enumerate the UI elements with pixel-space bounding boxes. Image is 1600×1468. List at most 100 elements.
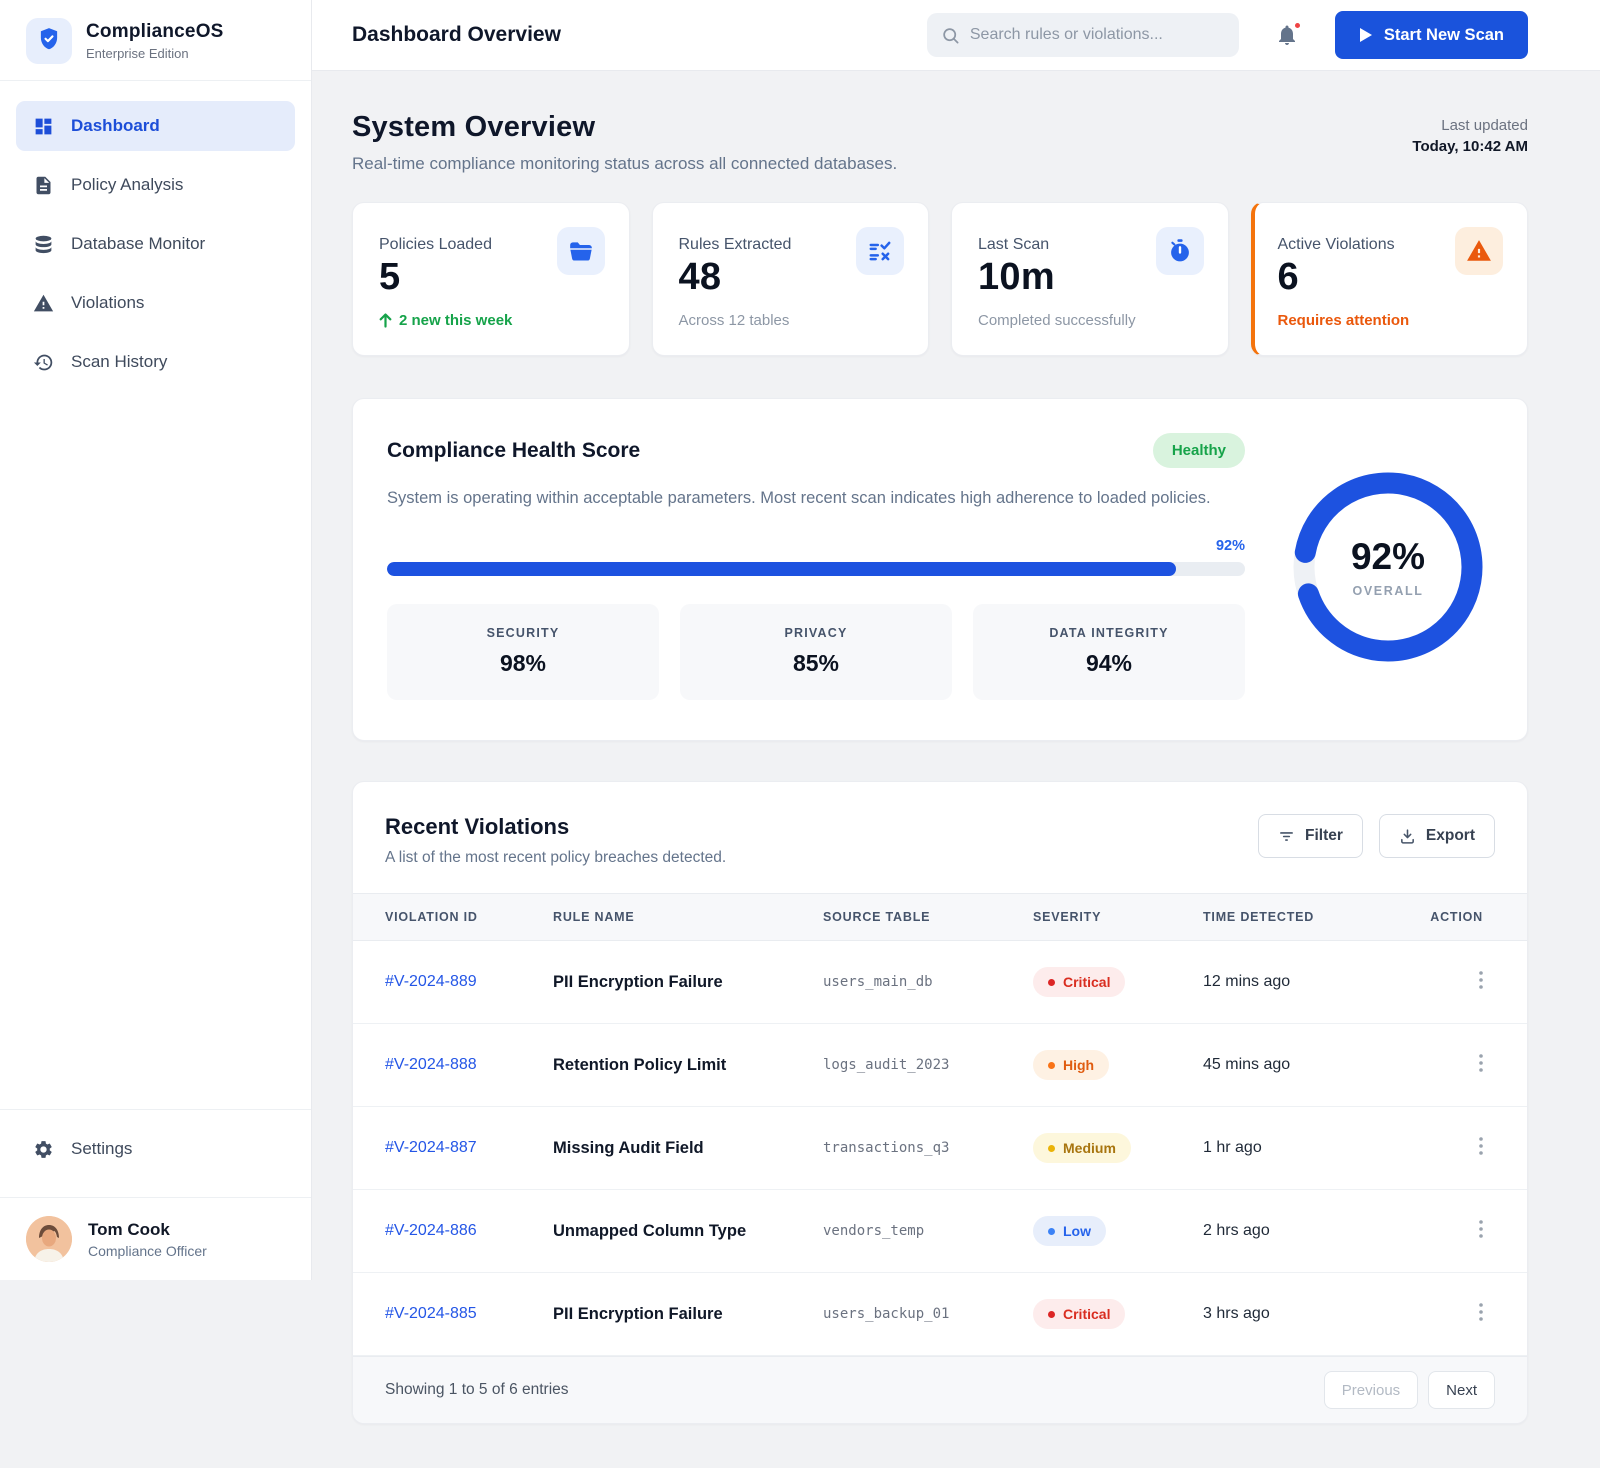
row-menu-kebab-icon[interactable] [1479,1053,1483,1072]
export-label: Export [1425,827,1475,844]
previous-page-button[interactable]: Previous [1323,1371,1419,1409]
user-name: Tom Cook [88,1219,170,1239]
search-box[interactable] [926,13,1239,58]
arrow-up-icon [379,313,392,329]
stat-card-main: Active Violations 6 [1278,227,1395,299]
table-row[interactable]: #V-2024-887 Missing Audit Field transact… [353,1106,1527,1190]
row-menu-kebab-icon[interactable] [1479,1219,1483,1238]
stat-subtext: Completed successfully [978,312,1136,330]
violations-subtitle: A list of the most recent policy breache… [385,849,727,866]
notification-dot [1292,21,1302,31]
sidebar-nav: Dashboard Policy Analysis [0,81,311,396]
metric-label: DATA INTEGRITY [1049,626,1169,640]
brand: ComplianceOS Enterprise Edition [0,0,311,80]
warning-icon [1466,238,1492,264]
col-violation-id: VIOLATION ID [353,893,543,941]
violation-id-link[interactable]: #V-2024-888 [353,1023,543,1107]
health-score-card: Compliance Health Score Healthy System i… [352,398,1528,741]
severity-label: Critical [1063,1306,1111,1322]
sidebar-item-dashboard[interactable]: Dashboard [16,101,295,151]
sidebar-item-policy-analysis[interactable]: Policy Analysis [16,160,295,210]
sidebar-item-scan-history[interactable]: Scan History [16,337,295,387]
metric-label: SECURITY [486,626,560,640]
stat-value: 10m [978,256,1055,299]
header-row: VIOLATION ID RULE NAME SOURCE TABLE SEVE… [353,893,1527,941]
health-status-badge: Healthy [1152,433,1245,469]
filter-label: Filter [1305,827,1343,844]
violation-id-link[interactable]: #V-2024-885 [353,1272,543,1356]
entries-summary: Showing 1 to 5 of 6 entries [385,1381,569,1398]
severity-label: Critical [1063,974,1111,990]
notifications-bell[interactable] [1275,21,1302,47]
rule-name: PII Encryption Failure [543,940,813,1024]
pagination: Previous Next [1323,1371,1495,1409]
avatar [26,1216,72,1262]
stat-card-rules-extracted: Rules Extracted 48 [651,202,929,357]
row-menu-kebab-icon[interactable] [1479,1302,1483,1321]
user-section[interactable]: Tom Cook Compliance Officer [0,1197,311,1280]
warning-triangle-icon [33,293,54,314]
sidebar-item-database-monitor[interactable]: Database Monitor [16,219,295,269]
violations-title: Recent Violations [385,814,570,839]
violation-id-link[interactable]: #V-2024-887 [353,1106,543,1190]
stopwatch-icon [1167,238,1193,264]
search-input[interactable] [969,26,1225,45]
violation-id-link[interactable]: #V-2024-886 [353,1189,543,1273]
recent-violations-card: Recent Violations A list of the most rec… [352,781,1528,1424]
rule-name: Missing Audit Field [543,1106,813,1190]
page-header: System Overview Real-time compliance mon… [352,111,1528,174]
next-page-button[interactable]: Next [1428,1371,1495,1409]
health-progress-fill [387,562,1177,576]
table-row[interactable]: #V-2024-889 PII Encryption Failure users… [353,940,1527,1024]
donut-label: OVERALL [1352,583,1424,598]
metric-value: 98% [499,650,547,676]
stat-card-top: Policies Loaded 5 [379,227,605,299]
dashboard-grid-icon [33,116,54,137]
health-description: System is operating within acceptable pa… [387,489,1211,508]
sidebar-divider [0,80,311,81]
filter-button[interactable]: Filter [1258,814,1363,858]
col-source-table: SOURCE TABLE [813,893,1023,941]
sidebar-item-label: Violations [71,293,145,312]
stat-label: Rules Extracted [678,236,792,254]
violation-id-link[interactable]: #V-2024-889 [353,940,543,1024]
stat-card-top: Last Scan 10m [978,227,1204,299]
sidebar-settings-section: Settings [0,1109,311,1197]
stat-subtext: Requires attention [1277,312,1410,330]
rule-name: PII Encryption Failure [543,1272,813,1356]
time-detected: 2 hrs ago [1193,1189,1403,1273]
table-row[interactable]: #V-2024-888 Retention Policy Limit logs_… [353,1023,1527,1107]
sidebar-item-settings[interactable]: Settings [16,1124,295,1174]
metric-label: PRIVACY [784,626,848,640]
time-detected: 45 mins ago [1193,1023,1403,1107]
table-row[interactable]: #V-2024-885 PII Encryption Failure users… [353,1272,1527,1356]
main-area: Dashboard Overview Start New Scan [312,0,1600,1468]
source-table: users_main_db [813,940,1023,1024]
metric-security: SECURITY 98% [387,604,659,700]
violations-table: VIOLATION ID RULE NAME SOURCE TABLE SEVE… [353,893,1527,1356]
table-row[interactable]: #V-2024-886 Unmapped Column Type vendors… [353,1189,1527,1273]
document-icon [33,175,54,196]
sidebar-item-violations[interactable]: Violations [16,278,295,328]
severity-badge: High [1033,1050,1110,1080]
export-button[interactable]: Export [1378,814,1495,858]
start-new-scan-button[interactable]: Start New Scan [1334,11,1528,60]
brand-logo [26,18,72,64]
row-menu-kebab-icon[interactable] [1479,970,1483,989]
stat-subtext: 2 new this week [379,312,605,329]
stat-value: 5 [379,256,401,299]
row-menu-kebab-icon[interactable] [1479,1136,1483,1155]
last-updated-value: Today, 10:42 AM [1412,138,1528,156]
donut-value: 92% [1350,535,1426,577]
severity-dot [1048,1144,1055,1152]
sidebar-spacer [0,396,311,1109]
severity-label: Medium [1063,1140,1116,1156]
stat-card-main: Last Scan 10m [978,227,1055,299]
health-progress-track [387,562,1245,576]
severity-dot [1048,1227,1055,1235]
severity-label: High [1063,1057,1095,1073]
list-check-icon [867,238,893,264]
col-action: ACTION [1403,893,1527,941]
source-table: vendors_temp [813,1189,1023,1273]
severity-badge: Low [1033,1216,1106,1246]
